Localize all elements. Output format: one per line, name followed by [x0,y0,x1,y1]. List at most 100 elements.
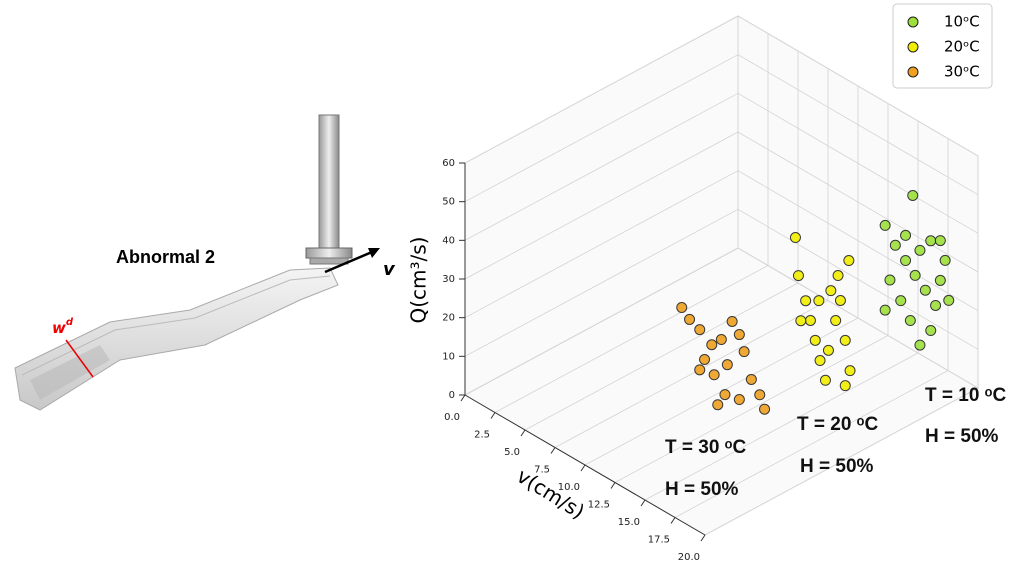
data-point [900,255,912,267]
legend-marker [907,66,919,78]
data-point [726,315,738,327]
grid-line [464,54,739,203]
legend: 10ᵒC 20ᵒC 30ᵒC [892,3,993,89]
grid-line [464,170,739,319]
x-tick-label: 10.0 [558,482,580,493]
data-point [721,359,733,371]
grid-line [464,15,739,164]
data-point [914,339,926,351]
grid-line [464,92,739,241]
torch-tip [309,257,349,265]
data-point [800,295,812,307]
x-tick-label: 12.5 [588,500,610,511]
data-point [834,294,846,306]
data-point [759,403,771,415]
data-point [792,270,804,282]
data-point [930,299,942,311]
legend-label: 20ᵒC [944,38,980,56]
x-tick [490,412,496,419]
grid-line [524,282,799,431]
x-tick [610,482,616,489]
data-point [822,344,834,356]
legend-marker [907,41,919,53]
y-axis-label: Q(cm³/s) [407,236,431,323]
x-tick [580,464,586,472]
annotation-humidity: H = 50% [800,456,874,477]
data-point [934,235,946,247]
y-tick-label: 30 [442,274,455,285]
grid-line [464,247,739,396]
annotation-temperature: T = 30 ᵒC [665,437,746,458]
data-point [684,313,696,325]
data-point [813,295,825,307]
velocity-label: v [383,259,396,280]
data-point [733,329,745,341]
legend-box [892,3,993,89]
grid-line [674,370,949,518]
x-tick [640,499,646,507]
arrow-head [368,248,380,258]
data-point [879,219,891,231]
grid-line [704,387,979,536]
data-point [795,315,807,327]
data-point [889,239,901,251]
data-point [825,285,837,297]
data-point [832,270,844,282]
data-point [925,235,937,247]
annotation-humidity: H = 50% [925,426,999,447]
data-point [694,324,706,336]
x-tick-label: 2.5 [474,430,490,441]
data-point [909,269,921,281]
data-point [694,364,706,376]
velocity-arrow [324,250,373,274]
data-point [789,232,801,244]
data-point [809,334,821,346]
data-point [904,315,916,327]
x-tick [520,429,526,437]
grid-line [614,335,889,483]
data-point [925,325,937,337]
data-point [708,369,720,381]
y-tick-label: 50 [442,197,455,208]
data-point [706,339,718,351]
torch-rod [318,114,340,254]
data-point [919,284,931,296]
data-point [884,274,896,286]
width-symbol: w [52,319,66,337]
data-point [907,190,919,202]
legend-label: 10ᵒC [944,13,980,31]
width-label: wd [52,317,74,337]
annotation-temperature: T = 20 ᵒC [797,414,878,435]
width-superscript: d [66,317,74,328]
data-point [943,294,955,306]
data-point [733,394,745,406]
data-point [939,254,951,266]
x-tick [460,394,466,402]
data-point [738,346,750,358]
data-point [839,334,851,346]
data-point [895,295,907,307]
data-point [844,365,856,377]
x-axis [464,394,706,536]
data-point [934,274,946,286]
data-point [830,315,842,327]
data-point [879,304,891,316]
grid-line [644,352,919,501]
data-point [715,334,727,346]
x-tick [670,517,676,524]
weld-bead [14,267,339,411]
illustration-label: Abnormal 2 [116,247,215,267]
legend-label: 30ᵒC [944,63,980,81]
data-point [914,244,926,256]
data-point [719,389,731,401]
scatter-3d: 0 10 20 30 40 50 60 0.0 2.5 5.0 7.5 10.0 12.5 15.0 17.… [407,3,1006,561]
annotation-humidity: H = 50% [665,479,739,500]
data-point [843,255,855,267]
x-tick-label: 20.0 [678,552,700,561]
x-axis-label: v(cm/s) [513,464,589,524]
grid-line [464,208,739,357]
x-tick [550,447,556,454]
legend-marker [907,16,919,28]
data-point [754,389,766,401]
data-point [676,302,688,314]
